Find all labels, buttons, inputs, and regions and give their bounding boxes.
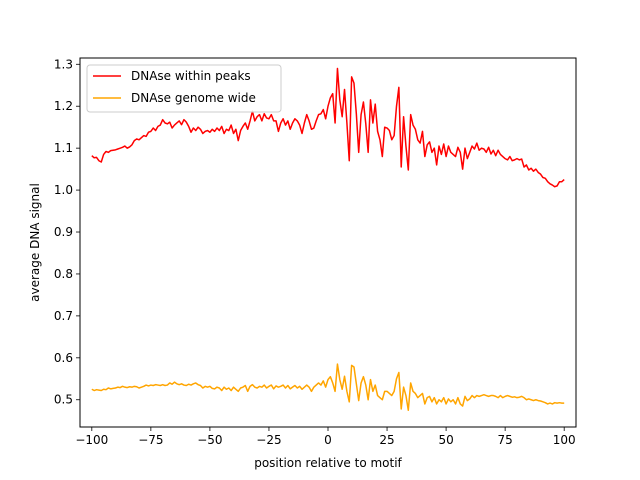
legend-entry-within-peaks: DNAse within peaks [131,69,251,83]
series-line-0 [91,67,565,188]
y-axis-label: average DNA signal [28,183,42,302]
x-axis-label: position relative to motif [254,456,402,470]
x-tick-label: 0 [324,433,332,447]
x-tick-label: −75 [138,433,163,447]
x-tick-label: 25 [379,433,394,447]
y-tick-label: 1.2 [54,99,73,113]
y-tick-label: 1.3 [54,57,73,71]
y-tick-label: 1.1 [54,141,73,155]
x-tick-label: −50 [197,433,222,447]
y-tick-label: 0.7 [54,309,73,323]
y-axis: 0.5 0.6 0.7 0.8 0.9 1.0 1.1 1.2 1.3 [54,57,80,407]
series-layer [91,67,565,411]
y-tick-label: 0.6 [54,351,73,365]
legend-box [86,64,282,113]
series-line-1 [91,363,565,411]
y-tick-label: 0.9 [54,225,73,239]
y-tick-label: 0.5 [54,393,73,407]
x-tick-label: 100 [553,433,576,447]
y-tick-label: 1.0 [54,183,73,197]
y-tick-label: 0.8 [54,267,73,281]
x-tick-label: −100 [75,433,108,447]
x-tick-label: 75 [498,433,513,447]
legend-entry-genome-wide: DNAse genome wide [131,91,256,105]
x-tick-label: −25 [256,433,281,447]
x-axis: −100 −75 −50 −25 0 25 50 75 100 [75,427,576,447]
legend: DNAse within peaks DNAse genome wide [86,64,282,113]
x-tick-label: 50 [438,433,453,447]
